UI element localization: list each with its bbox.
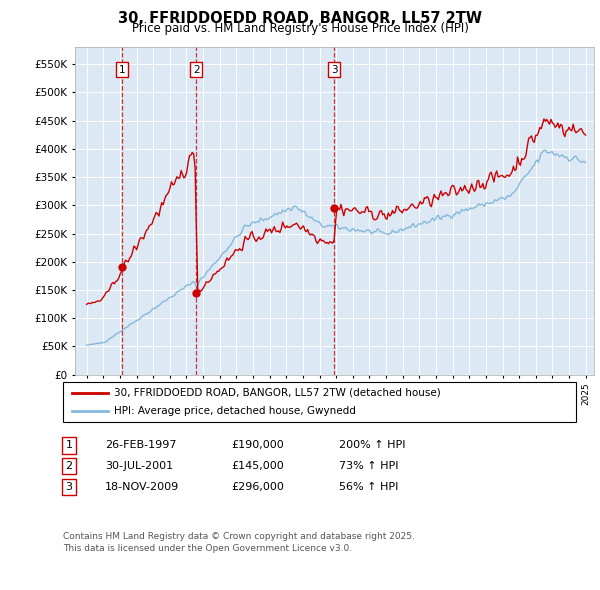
- Text: £296,000: £296,000: [231, 482, 284, 491]
- Text: £190,000: £190,000: [231, 441, 284, 450]
- Text: 3: 3: [65, 482, 73, 491]
- Text: HPI: Average price, detached house, Gwynedd: HPI: Average price, detached house, Gwyn…: [114, 405, 356, 415]
- Text: 200% ↑ HPI: 200% ↑ HPI: [339, 441, 406, 450]
- Text: 30, FFRIDDOEDD ROAD, BANGOR, LL57 2TW: 30, FFRIDDOEDD ROAD, BANGOR, LL57 2TW: [118, 11, 482, 25]
- Text: 2: 2: [65, 461, 73, 471]
- Text: 3: 3: [331, 65, 337, 75]
- Text: Price paid vs. HM Land Registry's House Price Index (HPI): Price paid vs. HM Land Registry's House …: [131, 22, 469, 35]
- Text: 18-NOV-2009: 18-NOV-2009: [105, 482, 179, 491]
- Text: Contains HM Land Registry data © Crown copyright and database right 2025.
This d: Contains HM Land Registry data © Crown c…: [63, 532, 415, 553]
- Text: 30-JUL-2001: 30-JUL-2001: [105, 461, 173, 471]
- Text: £145,000: £145,000: [231, 461, 284, 471]
- Text: 2: 2: [193, 65, 199, 75]
- Text: 56% ↑ HPI: 56% ↑ HPI: [339, 482, 398, 491]
- Text: 30, FFRIDDOEDD ROAD, BANGOR, LL57 2TW (detached house): 30, FFRIDDOEDD ROAD, BANGOR, LL57 2TW (d…: [114, 388, 441, 398]
- Text: 73% ↑ HPI: 73% ↑ HPI: [339, 461, 398, 471]
- Text: 26-FEB-1997: 26-FEB-1997: [105, 441, 176, 450]
- Text: 1: 1: [65, 441, 73, 450]
- Text: 1: 1: [119, 65, 126, 75]
